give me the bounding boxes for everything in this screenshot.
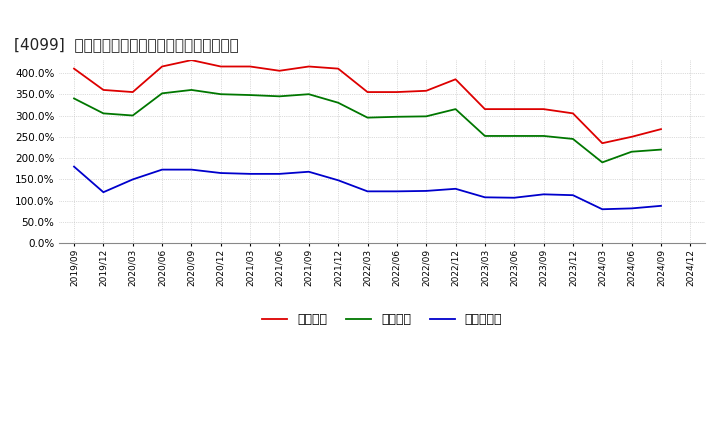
- 当座比率: [70, 96, 78, 101]
- 現顔金比率: [158, 167, 166, 172]
- 流動比率: [598, 140, 607, 146]
- 流動比率: [187, 58, 196, 63]
- 当座比率: [128, 113, 137, 118]
- 流動比率: [422, 88, 431, 93]
- 当座比率: [569, 136, 577, 142]
- 流動比率: [510, 106, 518, 112]
- 現顔金比率: [334, 178, 343, 183]
- 当座比率: [451, 106, 460, 112]
- 現顔金比率: [627, 206, 636, 211]
- 現顔金比率: [657, 203, 665, 209]
- Text: [4099]  流動比率、当座比率、現顔金比率の推移: [4099] 流動比率、当座比率、現顔金比率の推移: [14, 37, 239, 52]
- 現顔金比率: [305, 169, 313, 174]
- 流動比率: [246, 64, 254, 69]
- 当座比率: [539, 133, 548, 139]
- 当座比率: [187, 87, 196, 92]
- 当座比率: [422, 114, 431, 119]
- 現顔金比率: [187, 167, 196, 172]
- 流動比率: [657, 126, 665, 132]
- 当座比率: [158, 91, 166, 96]
- Line: 現顔金比率: 現顔金比率: [74, 167, 661, 209]
- 現顔金比率: [598, 207, 607, 212]
- 流動比率: [363, 89, 372, 95]
- 流動比率: [627, 134, 636, 139]
- 当座比率: [363, 115, 372, 120]
- 現顔金比率: [569, 193, 577, 198]
- 当座比率: [598, 160, 607, 165]
- 流動比率: [569, 111, 577, 116]
- 流動比率: [451, 77, 460, 82]
- 当座比率: [305, 92, 313, 97]
- 現顔金比率: [480, 194, 489, 200]
- 流動比率: [305, 64, 313, 69]
- 当座比率: [510, 133, 518, 139]
- 当座比率: [657, 147, 665, 152]
- 流動比率: [158, 64, 166, 69]
- 現顔金比率: [363, 189, 372, 194]
- 現顔金比率: [510, 195, 518, 200]
- Line: 当座比率: 当座比率: [74, 90, 661, 162]
- 流動比率: [70, 66, 78, 71]
- 流動比率: [539, 106, 548, 112]
- 現顔金比率: [70, 164, 78, 169]
- 流動比率: [128, 89, 137, 95]
- 現顔金比率: [392, 189, 401, 194]
- 当座比率: [480, 133, 489, 139]
- 流動比率: [275, 68, 284, 73]
- 流動比率: [217, 64, 225, 69]
- 現顔金比率: [217, 170, 225, 176]
- 現顔金比率: [99, 190, 108, 195]
- 現顔金比率: [539, 192, 548, 197]
- 現顔金比率: [275, 171, 284, 176]
- 流動比率: [99, 87, 108, 92]
- 当座比率: [275, 94, 284, 99]
- 当座比率: [99, 111, 108, 116]
- 当座比率: [392, 114, 401, 119]
- 流動比率: [480, 106, 489, 112]
- 当座比率: [246, 92, 254, 98]
- 当座比率: [217, 92, 225, 97]
- 現顔金比率: [451, 186, 460, 191]
- 現顔金比率: [422, 188, 431, 194]
- 流動比率: [334, 66, 343, 71]
- Legend: 流動比率, 当座比率, 現顔金比率: 流動比率, 当座比率, 現顔金比率: [257, 308, 507, 331]
- 当座比率: [334, 100, 343, 105]
- 現顔金比率: [128, 177, 137, 182]
- 流動比率: [392, 89, 401, 95]
- 当座比率: [627, 149, 636, 154]
- 現顔金比率: [246, 171, 254, 176]
- Line: 流動比率: 流動比率: [74, 60, 661, 143]
